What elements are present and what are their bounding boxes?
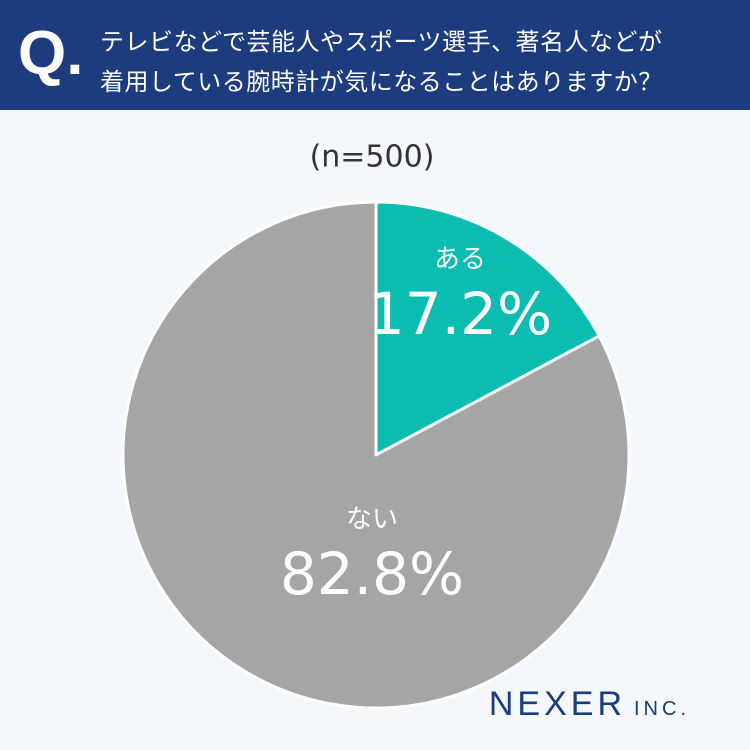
subtitle: (n=500) — [310, 140, 435, 175]
value-label: 82.8% — [280, 540, 464, 608]
slice-label: ない — [346, 505, 398, 535]
title-line: 着用している腕時計が気になることはありますか？ — [100, 68, 663, 96]
pie-slice — [374, 200, 601, 457]
brand-suffix: INC. — [634, 698, 690, 720]
brand: NEXER INC. — [489, 685, 690, 723]
q-mark: Q. — [18, 19, 84, 88]
title-line: テレビなどで芸能人やスポーツ選手、著名人などが — [100, 28, 663, 56]
slice-label: ある — [434, 245, 486, 275]
pie-slice — [121, 200, 631, 710]
header: Q. テレビなどで芸能人やスポーツ選手、著名人などが 着用している腕時計が気にな… — [0, 0, 750, 110]
brand-name: NEXER — [489, 685, 626, 723]
chart: (n=500) NEXER INC. ある 17.2% ない 82.8% — [121, 140, 690, 723]
value-label: 17.2% — [368, 280, 552, 348]
